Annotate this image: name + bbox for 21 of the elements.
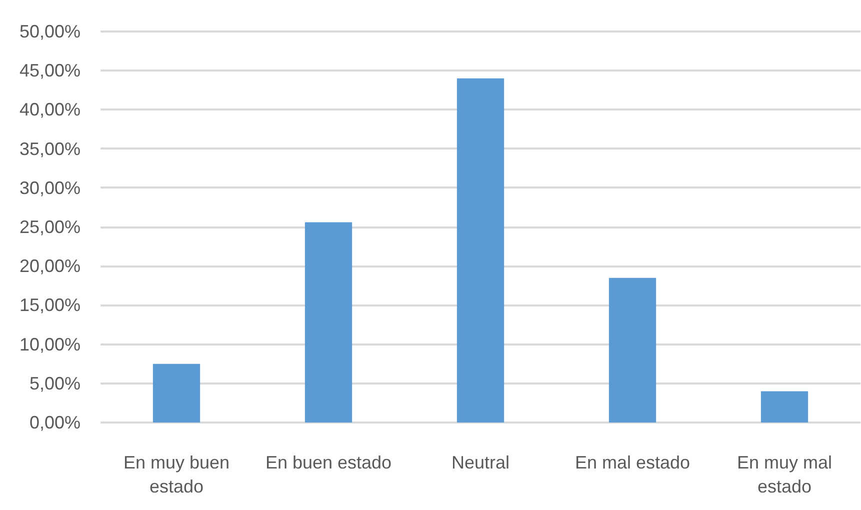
y-tick-label: 30,00% — [19, 178, 81, 198]
x-tick-label: En buen estado — [265, 452, 392, 472]
x-tick-label: En muy buen estado — [123, 452, 230, 496]
y-tick-label: 50,00% — [19, 21, 81, 42]
bar — [456, 78, 504, 423]
x-tick-label: Neutral — [451, 452, 510, 472]
y-tick-label: 40,00% — [19, 100, 81, 120]
bar — [760, 391, 808, 423]
y-tick-label: 20,00% — [19, 256, 81, 276]
y-tick-label: 25,00% — [19, 217, 81, 237]
x-tick-label: En muy mal estado — [736, 452, 832, 496]
y-tick-label: 35,00% — [19, 138, 81, 159]
y-tick-label: 45,00% — [19, 60, 81, 81]
x-tick-label: En mal estado — [574, 452, 690, 472]
bar — [304, 222, 352, 423]
y-tick-label: 5,00% — [29, 373, 81, 394]
bar — [152, 364, 200, 423]
y-tick-label: 10,00% — [19, 334, 81, 354]
y-tick-label: 0,00% — [29, 412, 81, 433]
y-tick-label: 15,00% — [19, 295, 81, 316]
bar — [608, 278, 656, 423]
